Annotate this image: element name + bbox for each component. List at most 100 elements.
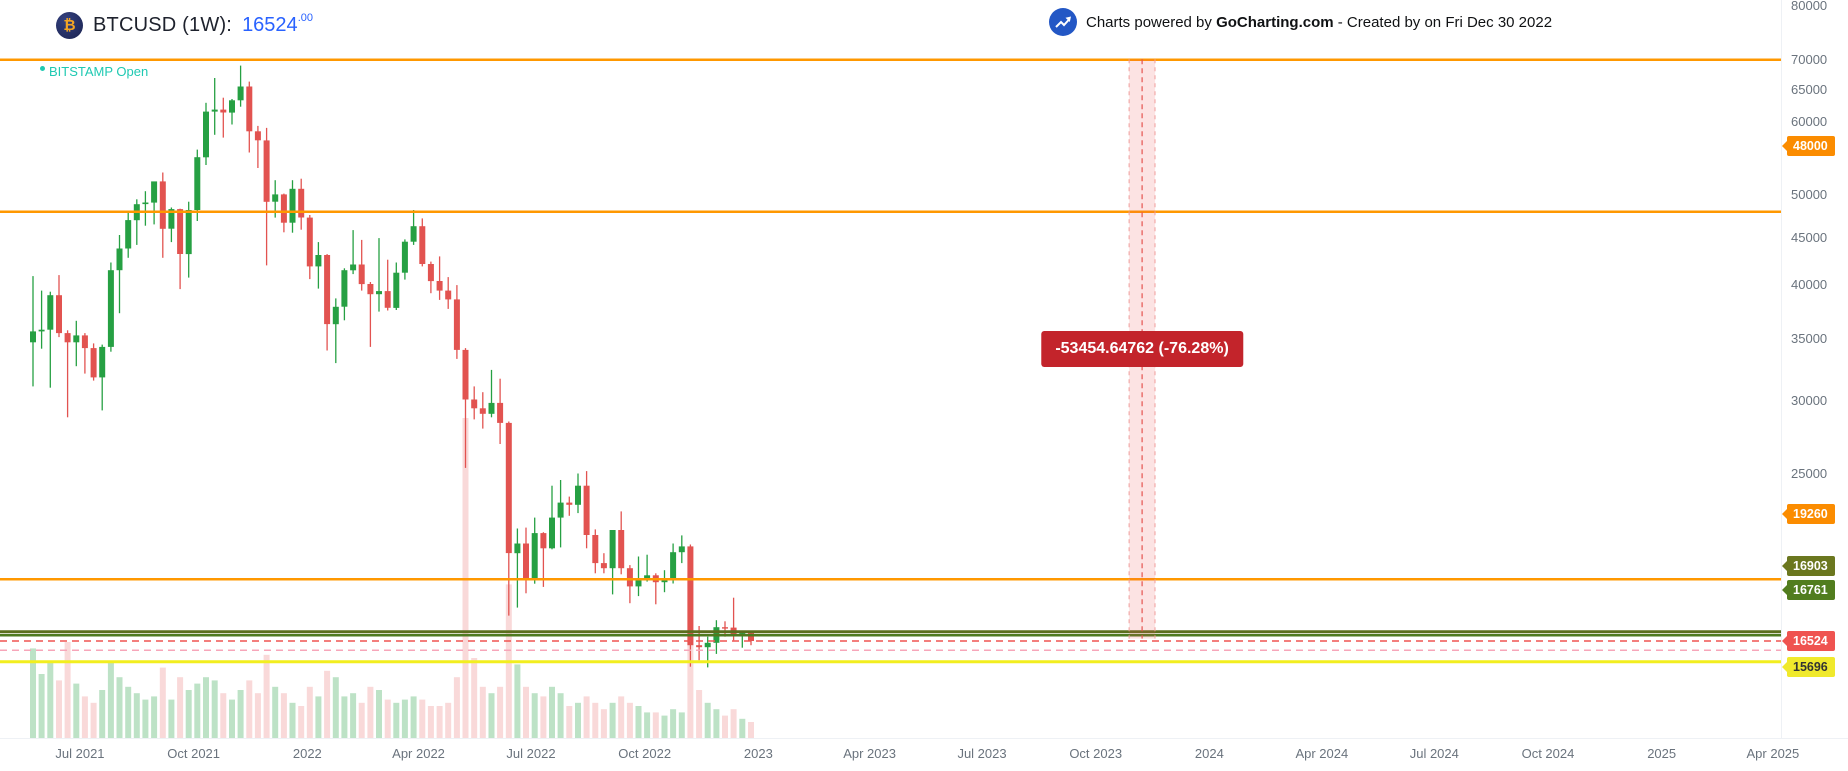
volume-bar	[168, 699, 175, 738]
candle-body	[159, 181, 166, 229]
symbol-title[interactable]: BTCUSD (1W):	[93, 14, 233, 36]
candle-body	[177, 209, 184, 254]
volume-bar	[410, 696, 417, 738]
candle-body	[203, 111, 209, 158]
x-axis-tick: Apr 2023	[843, 746, 896, 761]
candle-body	[393, 272, 400, 308]
candle-body	[367, 284, 374, 295]
candle-body	[696, 645, 703, 648]
candle-body	[272, 194, 279, 202]
chart-canvas[interactable]	[0, 0, 1782, 738]
candle-body	[410, 226, 417, 242]
badge-arrow-icon	[1782, 561, 1787, 571]
bitcoin-logo-icon[interactable]: ₿	[56, 12, 83, 39]
candle-body	[445, 290, 452, 300]
volume-bar	[479, 686, 486, 738]
candle-body	[549, 517, 555, 549]
candle-body	[107, 270, 114, 347]
volume-bar	[332, 677, 339, 738]
volume-bar	[211, 680, 218, 738]
y-axis-tick: 80000	[1791, 0, 1828, 13]
candle-body	[332, 306, 339, 325]
volume-bar	[56, 680, 62, 738]
badge-value: 19260	[1793, 507, 1828, 521]
volume-bar	[419, 699, 426, 738]
candle-body	[280, 194, 287, 223]
candle-body	[609, 530, 616, 569]
x-axis-tick: Oct 2024	[1521, 746, 1575, 761]
market-open-dot-icon	[40, 66, 45, 71]
volume-bar	[730, 709, 737, 738]
volume-bar	[99, 690, 106, 738]
candle-body	[185, 210, 192, 255]
y-axis-tick: 25000	[1791, 466, 1828, 482]
trending-up-icon	[1049, 8, 1077, 36]
volume-bar	[298, 706, 305, 738]
price-axis[interactable]: 80000 70000 65000 60000 50000 45000 40000 35000…	[1781, 0, 1848, 738]
x-axis-tick: 2024	[1194, 746, 1224, 761]
y-axis-tick: 60000	[1791, 113, 1828, 129]
candle-body	[324, 255, 331, 325]
candle-body	[211, 109, 218, 112]
candle-body	[47, 295, 54, 330]
price-badge-19260: 19260	[1782, 504, 1835, 524]
badge-arrow-icon	[1782, 636, 1787, 646]
y-axis-tick: 50000	[1791, 187, 1828, 203]
volume-bar	[583, 696, 590, 738]
candle-body	[479, 408, 486, 414]
exchange-status: BITSTAMP Open	[40, 64, 148, 79]
candle-body	[289, 188, 296, 223]
candle-body	[315, 255, 322, 267]
attribution-prefix: Charts powered by	[1086, 13, 1217, 31]
candle-body	[358, 264, 365, 285]
candle-body	[376, 291, 382, 295]
volume-bar	[531, 693, 538, 738]
volume-bar	[549, 686, 555, 738]
volume-bar	[575, 702, 581, 738]
candle-body	[644, 575, 651, 579]
badge-value: 15696	[1793, 660, 1828, 674]
candle-body	[678, 546, 685, 553]
attribution-brand[interactable]: GoCharting.com	[1216, 13, 1334, 31]
candle-body	[722, 627, 728, 629]
y-axis-tick: 45000	[1791, 229, 1828, 245]
volume-bar	[324, 670, 331, 738]
measurement-label[interactable]: -53454.64762 (-76.28%)	[1041, 330, 1243, 367]
attribution-text: Charts powered by GoCharting.com - Creat…	[1086, 14, 1552, 31]
price-badge-48000: 48000	[1782, 136, 1835, 156]
badge-value: 16761	[1793, 583, 1828, 597]
candle-body	[168, 209, 175, 229]
volume-bar	[696, 690, 703, 738]
volume-bar	[159, 667, 166, 738]
volume-bar	[713, 709, 720, 738]
x-axis-tick: 2022	[292, 746, 322, 761]
volume-bar	[142, 699, 149, 738]
volume-bar	[246, 680, 253, 738]
volume-bar	[177, 677, 184, 738]
volume-bar	[358, 702, 365, 738]
candle-body	[462, 349, 469, 400]
x-axis-tick: Jul 2024	[1409, 746, 1459, 761]
volume-bar	[133, 693, 140, 738]
volume-bar	[704, 702, 711, 738]
volume-bar	[64, 642, 71, 738]
candle-body	[142, 202, 149, 205]
candle-body	[704, 642, 711, 648]
volume-bar	[73, 683, 80, 738]
candle-body	[661, 580, 668, 583]
volume-bar	[497, 686, 504, 738]
candle-body	[592, 535, 599, 564]
volume-bar	[289, 702, 296, 738]
volume-bar	[350, 693, 357, 738]
candle-body	[540, 533, 547, 549]
candle-body	[246, 86, 253, 132]
candle-body	[38, 329, 45, 332]
volume-bar	[237, 690, 244, 738]
volume-bar	[229, 699, 235, 738]
time-axis[interactable]: Jul 2021 Oct 2021 2022 Apr 2022 Jul 2022 Oct …	[0, 738, 1848, 771]
candle-body	[419, 226, 426, 264]
volume-bar	[427, 706, 434, 738]
last-price: 16524.00	[242, 12, 313, 37]
volume-bar	[722, 715, 728, 738]
badge-arrow-icon	[1782, 509, 1787, 519]
